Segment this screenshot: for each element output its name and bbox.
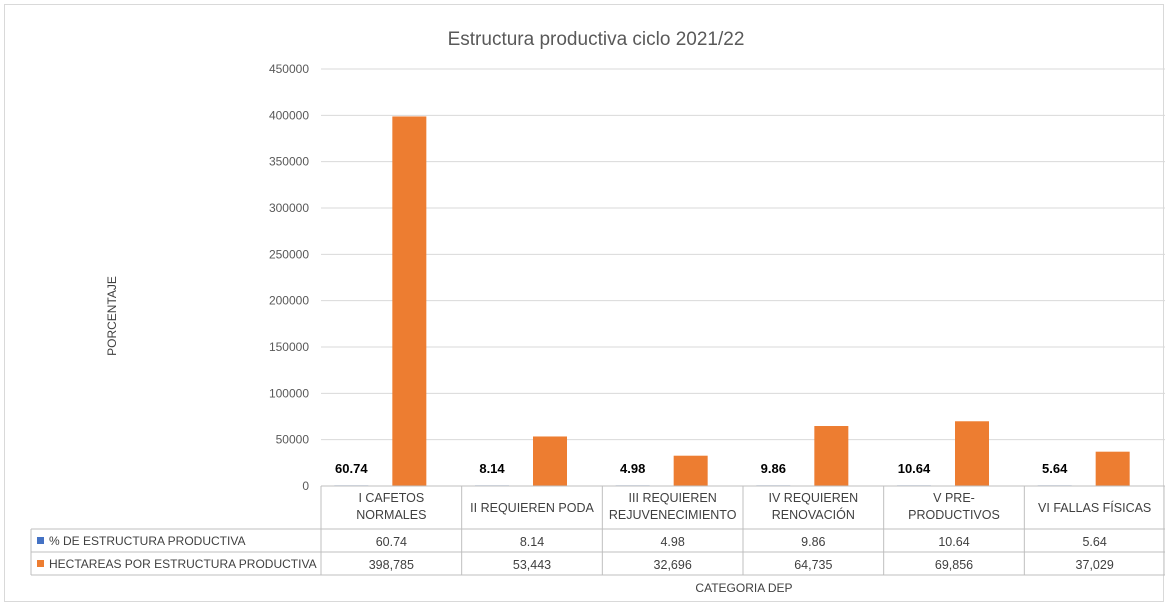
table-cell: 9.86 [801, 535, 825, 549]
legend-label: HECTAREAS POR ESTRUCTURA PRODUCTIVA [49, 557, 317, 571]
x-tick-label: NORMALES [356, 508, 426, 522]
y-tick-label: 400000 [269, 108, 309, 122]
y-tick-label: 250000 [269, 247, 309, 261]
bar-hectares [814, 426, 849, 486]
table-cell: 53,443 [513, 558, 551, 572]
x-axis-label: CATEGORIA DEP [695, 581, 792, 595]
chart: Estructura productiva ciclo 2021/22 PORCE… [30, 29, 1165, 595]
bar-hectares [392, 116, 427, 487]
bar-hectares [1095, 451, 1130, 486]
table-cell: 4.98 [660, 535, 684, 549]
x-tick-label: III REQUIEREN [629, 491, 717, 505]
table-cell: 32,696 [654, 558, 692, 572]
table-cell: 5.64 [1082, 535, 1106, 549]
legend-label: % DE ESTRUCTURA PRODUCTIVA [49, 534, 245, 548]
x-tick-label: V PRE- [933, 491, 975, 505]
chart-frame: Estructura productiva ciclo 2021/22 PORCE… [4, 4, 1165, 602]
y-tick-label: 0 [302, 479, 309, 493]
x-tick-label: RENOVACIÓN [772, 507, 855, 522]
x-tick-label: II REQUIEREN PODA [470, 501, 594, 515]
y-tick-label: 200000 [269, 294, 309, 308]
data-label-percent: 8.14 [479, 461, 505, 476]
table-cell: 398,785 [369, 558, 414, 572]
x-tick-label: IV REQUIEREN [769, 491, 859, 505]
y-tick-label: 450000 [269, 62, 309, 76]
data-label-percent: 4.98 [620, 461, 645, 476]
data-label-percent: 9.86 [761, 461, 786, 476]
bar-hectares [955, 421, 989, 486]
y-tick-label: 300000 [269, 201, 309, 215]
bar-hectares [533, 436, 567, 486]
legend-key-percent [37, 537, 44, 544]
table-cell: 69,856 [935, 558, 973, 572]
legend-key-hectares [37, 560, 44, 567]
table-cell: 37,029 [1076, 558, 1114, 572]
table-cell: 8.14 [520, 535, 544, 549]
x-tick-label: REJUVENECIMIENTO [609, 508, 737, 522]
bar-hectares [673, 455, 708, 486]
x-tick-label: I CAFETOS [358, 491, 424, 505]
x-tick-label: VI FALLAS FÍSICAS [1038, 500, 1151, 515]
data-label-percent: 10.64 [898, 461, 931, 476]
data-label-percent: 5.64 [1042, 461, 1068, 476]
table-cell: 60.74 [376, 535, 407, 549]
x-tick-label: PRODUCTIVOS [908, 508, 1000, 522]
table-cell: 64,735 [794, 558, 832, 572]
y-tick-label: 350000 [269, 155, 309, 169]
chart-title: Estructura productiva ciclo 2021/22 [448, 29, 745, 50]
table-cell: 10.64 [938, 535, 969, 549]
y-tick-label: 100000 [269, 386, 309, 400]
y-tick-label: 50000 [276, 433, 310, 447]
y-tick-label: 150000 [269, 340, 309, 354]
y-axis-label: PORCENTAJE [105, 276, 119, 356]
data-label-percent: 60.74 [335, 461, 368, 476]
